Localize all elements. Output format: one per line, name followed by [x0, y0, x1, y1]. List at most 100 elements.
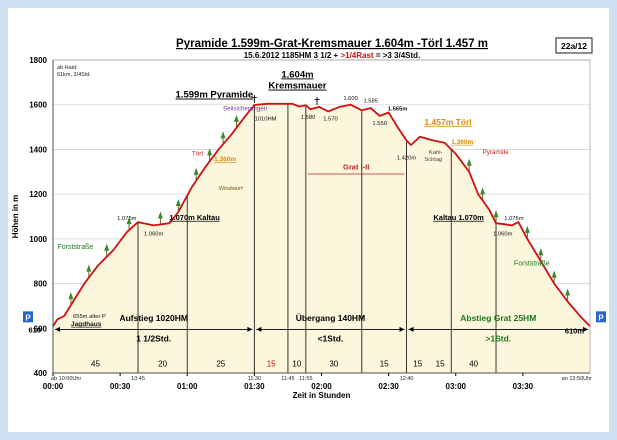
- tree-icon: [493, 210, 499, 218]
- y-tick-label: 1400: [29, 145, 47, 154]
- segment-duration: 45: [91, 359, 100, 368]
- elevation-point-label: 1.600: [343, 96, 358, 102]
- tree-icon: [565, 288, 571, 296]
- elevation-point-label: 1.585: [363, 98, 378, 104]
- divider-time-label: 12:40: [400, 376, 414, 382]
- divider-time-label: 11:45: [281, 376, 294, 382]
- kaltau-left-label: 1.070m Kaltau: [169, 213, 220, 222]
- segment-duration: 15: [413, 359, 422, 368]
- phase-duration: 1 1/2Std.: [136, 333, 171, 343]
- elevation-point-label: 1.075m: [117, 216, 137, 222]
- subtitle-rast: >1/4Rast: [340, 51, 373, 60]
- x-tick-label: 03:30: [513, 382, 534, 391]
- phase-name: Aufstieg 1020HM: [119, 313, 188, 323]
- x-tick-label: 01:00: [177, 382, 198, 391]
- tree-icon: [68, 292, 74, 300]
- parking-elev-left: 610: [28, 325, 41, 334]
- tree-icon: [104, 243, 110, 251]
- tree-icon: [233, 114, 239, 122]
- y-tick-label: 400: [34, 369, 48, 378]
- y-tick-label: 600: [34, 324, 48, 333]
- summit-label-kremsmauer: Kremsmauer: [268, 81, 326, 92]
- grat-label: Grat I-II: [343, 163, 369, 172]
- pyramide-small-label: Pyramide: [483, 149, 510, 156]
- elevation-point-label: 1.565m: [388, 106, 408, 112]
- elevation-point-label: 1.075m: [504, 216, 524, 222]
- profile-line: [52, 102, 591, 327]
- elevation-point-label: 1.060m: [493, 232, 513, 238]
- tree-icon: [466, 158, 472, 166]
- y-tick-label: 800: [34, 280, 48, 289]
- phase-duration: >1Std.: [485, 333, 511, 343]
- divider-time-label: 10:45: [131, 376, 145, 382]
- y-tick-label: 1000: [29, 235, 47, 244]
- segment-duration: 10: [292, 359, 301, 368]
- orange-1360-left: 1.360m: [214, 156, 236, 163]
- segment-duration: 15: [380, 359, 389, 368]
- segment-duration: 25: [216, 359, 225, 368]
- summit-cross-icon: [314, 96, 320, 105]
- ref-code-box: [555, 37, 593, 54]
- phase-name: Übergang 140HM: [296, 313, 365, 323]
- y-axis-title: Höhen in m: [11, 195, 20, 239]
- elevation-point-label: 1.580: [301, 115, 316, 121]
- divider-time-label: 11:30: [248, 376, 261, 382]
- elevation-point-label: 1010HM: [255, 116, 277, 122]
- elevation-point-label: 1.060m: [144, 232, 164, 238]
- tree-icon: [524, 225, 530, 233]
- elevation-point-label: 1.570: [323, 116, 338, 122]
- start-time-label: ab 10:00Uhr: [51, 376, 81, 382]
- phase-name: Abstieg Grat 25HM: [460, 313, 536, 323]
- ab-haid-label: ab Haid:: [57, 65, 78, 71]
- toerl-label: 1.457m Törl: [424, 117, 471, 127]
- kahlschlag-label-2: Schlag: [424, 157, 442, 163]
- segment-duration: 40: [469, 359, 478, 368]
- x-tick-label: 00:30: [110, 382, 131, 391]
- tree-icon: [480, 187, 486, 195]
- phase-duration: <1Std.: [318, 333, 344, 343]
- tree-icon: [538, 248, 544, 256]
- elevation-point-label: 1.420m: [397, 155, 417, 161]
- x-axis-title: Zeit in Stunden: [293, 391, 351, 400]
- tree-icon: [207, 148, 213, 156]
- x-tick-label: 02:00: [311, 382, 332, 391]
- summit-label-kremsmauer-elev: 1.604m: [281, 69, 313, 80]
- summit-label-pyramide: 1.599m Pyramide: [176, 90, 254, 101]
- tree-icon: [193, 167, 199, 175]
- toerl-small-label: Törl: [192, 151, 204, 158]
- x-tick-label: 00:00: [43, 382, 64, 391]
- chart-subtitle: 15.6.2012 1185HM 3 1/2 + >1/4Rast = >3 3…: [244, 51, 421, 60]
- segment-duration: 20: [158, 359, 167, 368]
- parking-elev-right: 610m: [565, 326, 585, 335]
- tree-icon: [157, 211, 163, 219]
- forststrasse-left-label: Forststraße: [57, 244, 93, 251]
- x-tick-label: 02:30: [378, 382, 399, 391]
- tree-icon: [175, 199, 181, 207]
- parking-icon: [596, 311, 606, 323]
- tree-icon: [86, 264, 92, 272]
- segment-duration: 15: [436, 359, 445, 368]
- summit-cross-icon: [251, 94, 257, 103]
- chart-title: Pyramide 1.599m-Grat-Kremsmauer 1.604m -…: [176, 38, 488, 50]
- y-tick-label: 1200: [29, 190, 47, 199]
- tree-icon: [126, 217, 132, 225]
- segment-duration: 15: [267, 359, 276, 368]
- x-tick-label: 01:30: [244, 382, 265, 391]
- subtitle-total: = >3 3/4Std.: [374, 51, 421, 60]
- divider-time-label: 11:55: [299, 376, 312, 382]
- y-tick-label: 1600: [29, 101, 47, 110]
- parking-letter: P: [598, 313, 604, 322]
- windwurf-label: Windwurf: [219, 186, 244, 192]
- elevation-point-label: 1.550: [372, 121, 387, 127]
- end-time-label: an 13:50Uhr: [562, 376, 592, 382]
- orange-1360-right: 1.360m: [451, 139, 473, 146]
- tree-icon: [551, 270, 557, 278]
- ref-code: 22a/12: [561, 41, 587, 51]
- jagdhaus-label: Jagdhaus: [71, 321, 102, 328]
- x-tick-label: 03:00: [446, 382, 467, 391]
- tree-icon: [220, 131, 226, 139]
- segment-duration: 30: [329, 359, 338, 368]
- start-elev-note: 655m alter P: [73, 314, 106, 320]
- y-tick-label: 1800: [29, 56, 47, 65]
